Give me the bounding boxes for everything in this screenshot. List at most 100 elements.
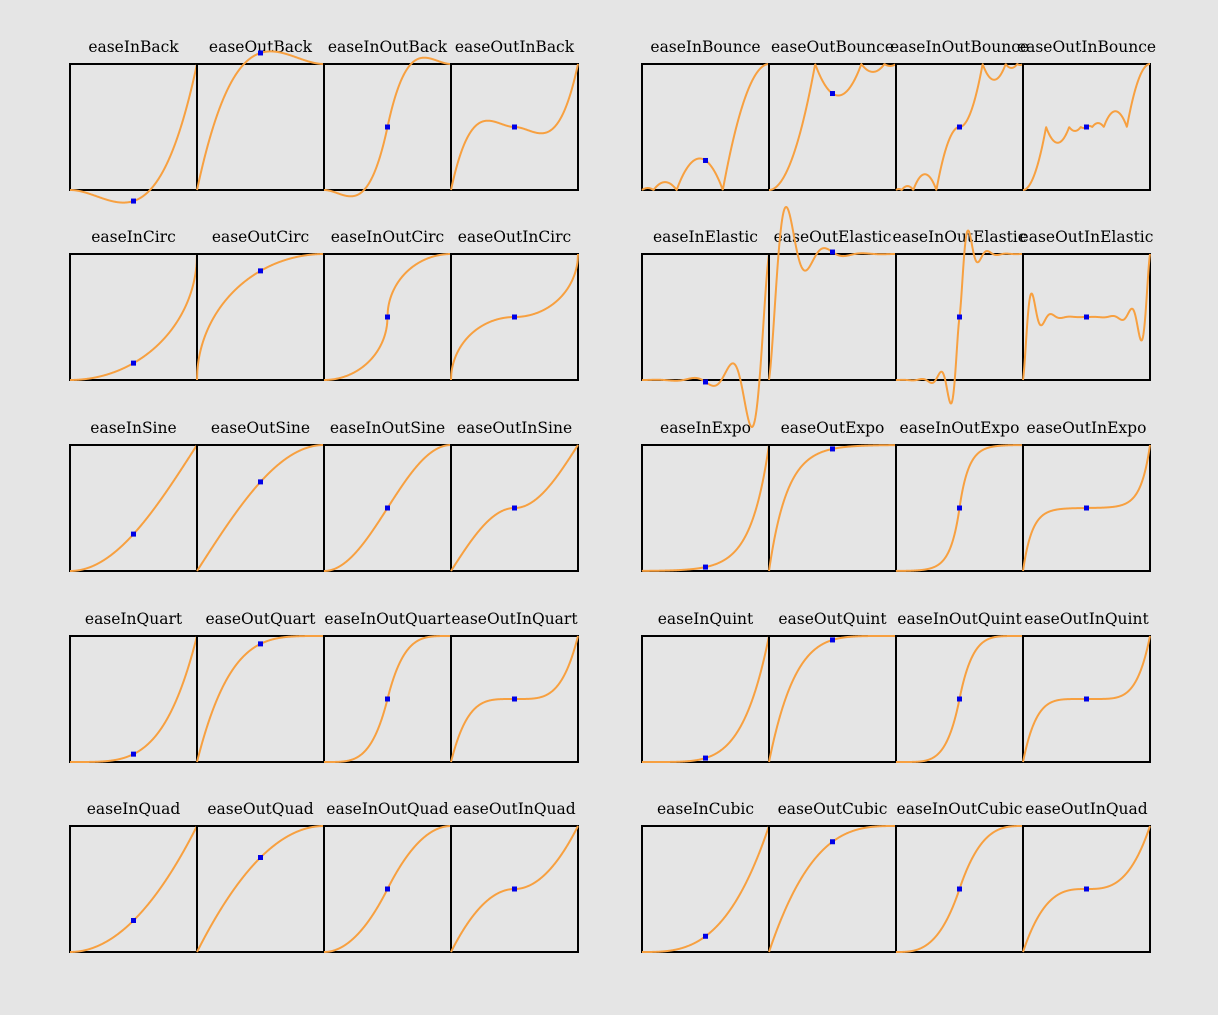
chart-ease-in-quad: easeInQuad bbox=[69, 800, 198, 953]
chart-ease-out-in-quad: easeOutInQuad bbox=[450, 800, 579, 953]
chart-title: easeOutInQuint bbox=[1024, 610, 1149, 628]
chart-ease-in-back: easeInBack bbox=[69, 38, 198, 204]
marker-point bbox=[703, 564, 708, 570]
chart-ease-out-elastic: easeOutElastic bbox=[768, 205, 897, 381]
chart-ease-in-out-quint: easeInOutQuint bbox=[895, 610, 1024, 763]
plot-frame bbox=[768, 825, 897, 953]
curve-ease-in-bounce bbox=[641, 63, 770, 191]
chart-title: easeOutSine bbox=[211, 419, 310, 437]
chart-ease-out-in-quart: easeOutInQuart bbox=[450, 610, 579, 763]
chart-title: easeOutInSine bbox=[457, 419, 572, 437]
marker-point bbox=[1084, 696, 1089, 702]
marker-point bbox=[957, 696, 962, 702]
chart-title: easeInOutCirc bbox=[331, 228, 444, 246]
chart-title: easeInOutExpo bbox=[900, 419, 1020, 437]
chart-ease-in-bounce: easeInBounce bbox=[641, 38, 770, 191]
curve-ease-in-back bbox=[69, 63, 198, 204]
marker-point bbox=[385, 124, 390, 130]
curve-ease-in-elastic bbox=[641, 253, 770, 429]
marker-point bbox=[385, 505, 390, 511]
chart-ease-out-in-cubic: easeOutInQuad bbox=[1022, 800, 1151, 953]
chart-title: easeOutInBounce bbox=[1017, 38, 1156, 56]
plot-frame bbox=[450, 63, 579, 191]
chart-title: easeInOutElastic bbox=[893, 228, 1027, 246]
chart-ease-out-sine: easeOutSine bbox=[196, 419, 325, 572]
chart-title: easeOutInBack bbox=[455, 38, 575, 56]
marker-point bbox=[512, 314, 517, 320]
chart-title: easeOutInQuad bbox=[453, 800, 575, 818]
marker-point bbox=[258, 641, 263, 647]
plot-frame bbox=[1022, 825, 1151, 953]
marker-point bbox=[385, 696, 390, 702]
marker-point bbox=[1084, 505, 1089, 511]
chart-title: easeOutQuint bbox=[778, 610, 887, 628]
chart-ease-out-in-expo: easeOutInExpo bbox=[1022, 419, 1151, 572]
plot-frame bbox=[1022, 253, 1151, 381]
marker-point bbox=[830, 91, 835, 97]
marker-point bbox=[512, 505, 517, 511]
marker-point bbox=[385, 886, 390, 892]
curve-ease-out-quad bbox=[196, 825, 325, 953]
curve-ease-out-quint bbox=[768, 635, 897, 763]
plot-frame bbox=[1022, 63, 1151, 191]
chart-ease-in-out-cubic: easeInOutCubic bbox=[895, 800, 1024, 953]
chart-ease-in-out-circ: easeInOutCirc bbox=[323, 228, 452, 381]
chart-title: easeOutCirc bbox=[212, 228, 309, 246]
chart-title: easeInQuart bbox=[85, 610, 183, 628]
plot-frame bbox=[641, 444, 770, 572]
marker-point bbox=[957, 886, 962, 892]
plot-frame bbox=[450, 825, 579, 953]
chart-title: easeInSine bbox=[90, 419, 176, 437]
marker-point bbox=[131, 531, 136, 537]
chart-title: easeOutBack bbox=[209, 38, 313, 56]
plot-frame bbox=[450, 253, 579, 381]
plot-frame bbox=[768, 444, 897, 572]
chart-title: easeOutQuart bbox=[205, 610, 316, 628]
curve-ease-in-quint bbox=[641, 635, 770, 763]
marker-point bbox=[703, 157, 708, 163]
chart-title: easeInElastic bbox=[653, 228, 758, 246]
plot-frame bbox=[641, 825, 770, 953]
marker-point bbox=[258, 50, 263, 56]
chart-title: easeInOutBack bbox=[328, 38, 448, 56]
chart-ease-in-out-quart: easeInOutQuart bbox=[323, 610, 452, 763]
plot-frame bbox=[641, 253, 770, 381]
chart-ease-in-out-elastic: easeInOutElastic bbox=[893, 228, 1027, 405]
plot-frame bbox=[196, 825, 325, 953]
chart-title: easeOutElastic bbox=[774, 228, 892, 246]
marker-point bbox=[957, 314, 962, 320]
plot-frame bbox=[196, 444, 325, 572]
chart-title: easeInOutCubic bbox=[897, 800, 1023, 818]
chart-title: easeInExpo bbox=[660, 419, 751, 437]
chart-ease-in-out-back: easeInOutBack bbox=[323, 38, 452, 198]
chart-ease-out-back: easeOutBack bbox=[196, 38, 325, 191]
plot-frame bbox=[768, 253, 897, 381]
chart-ease-out-cubic: easeOutCubic bbox=[768, 800, 897, 953]
chart-title: easeInOutQuad bbox=[326, 800, 448, 818]
chart-ease-in-out-expo: easeInOutExpo bbox=[895, 419, 1024, 572]
marker-point bbox=[1084, 886, 1089, 892]
marker-point bbox=[258, 268, 263, 274]
plot-frame bbox=[768, 63, 897, 191]
curve-ease-out-cubic bbox=[768, 825, 897, 953]
plot-frame bbox=[196, 635, 325, 763]
chart-ease-out-quad: easeOutQuad bbox=[196, 800, 325, 953]
chart-ease-in-expo: easeInExpo bbox=[641, 419, 770, 572]
marker-point bbox=[131, 198, 136, 204]
plot-frame bbox=[69, 63, 198, 191]
chart-title: easeOutCubic bbox=[778, 800, 888, 818]
curve-ease-in-quad bbox=[69, 825, 198, 953]
marker-point bbox=[131, 751, 136, 757]
marker-point bbox=[385, 314, 390, 320]
chart-title: easeOutInQuad bbox=[1025, 800, 1147, 818]
plot-frame bbox=[1022, 444, 1151, 572]
chart-title: easeInOutQuint bbox=[897, 610, 1022, 628]
chart-title: easeOutInExpo bbox=[1027, 419, 1147, 437]
marker-point bbox=[703, 379, 708, 385]
marker-point bbox=[512, 696, 517, 702]
chart-title: easeOutBounce bbox=[771, 38, 894, 56]
chart-title: easeInCirc bbox=[91, 228, 176, 246]
chart-ease-in-cubic: easeInCubic bbox=[641, 800, 770, 953]
